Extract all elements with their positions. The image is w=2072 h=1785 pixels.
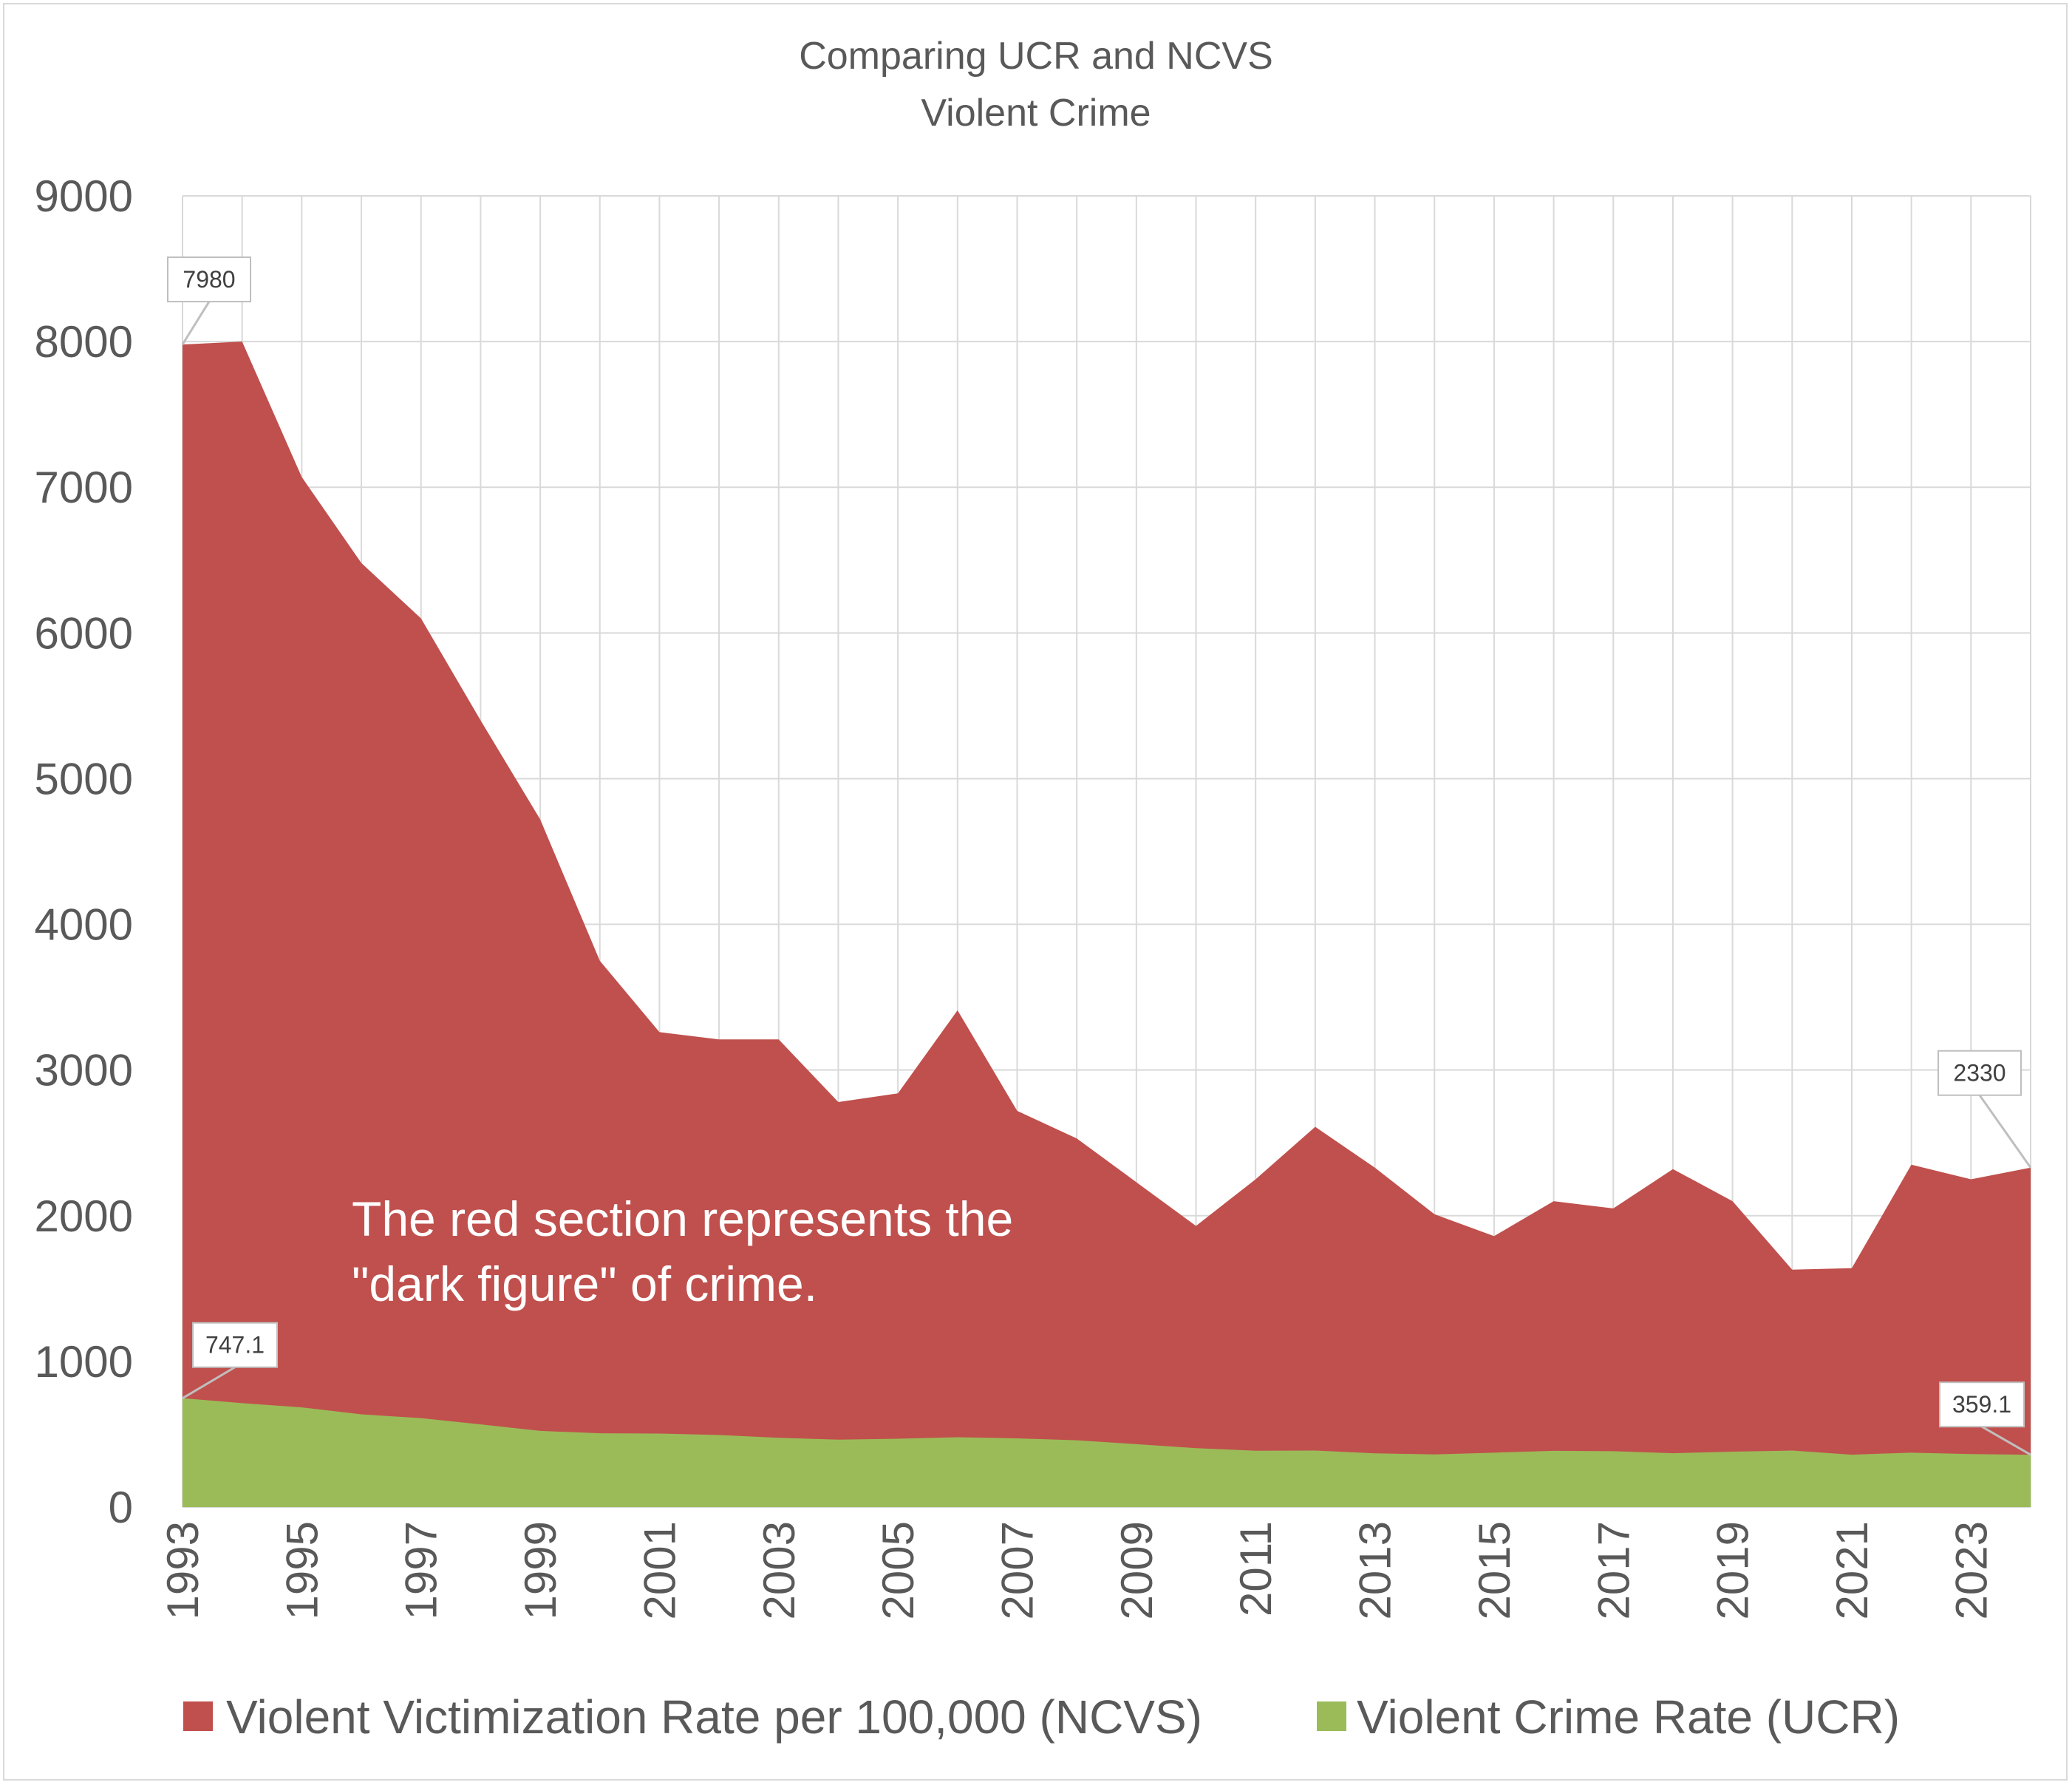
x-tick-label: 1997 <box>397 1521 446 1619</box>
data-callout: 359.1 <box>1939 1381 2031 1456</box>
series-area-ucr <box>183 1398 2031 1507</box>
y-axis: 0 1000 2000 3000 4000 5000 6000 7000 8000 9000 <box>35 171 133 1532</box>
legend-label: Violent Victimization Rate per 100,000 (… <box>226 1690 1202 1744</box>
y-tick-label: 8000 <box>35 317 133 367</box>
y-tick-label: 6000 <box>35 608 133 658</box>
callout-leader <box>181 301 211 345</box>
data-callouts: 7980 2330 747.1 359.1 <box>167 256 2032 1456</box>
callout-label: 359.1 <box>1952 1391 2011 1418</box>
x-tick-label: 2019 <box>1708 1521 1758 1619</box>
x-tick-label: 2005 <box>873 1521 923 1619</box>
data-callout: 7980 <box>167 256 251 345</box>
y-tick-label: 7000 <box>35 463 133 512</box>
x-tick-label: 1995 <box>277 1521 327 1619</box>
x-tick-label: 1999 <box>516 1521 565 1619</box>
chart-title: Comparing UCR and NCVS Violent Crime <box>799 35 1273 135</box>
x-tick-label: 2003 <box>754 1521 804 1619</box>
x-tick-label: 2009 <box>1112 1521 1162 1619</box>
x-tick-label: 2007 <box>992 1521 1042 1619</box>
callout-leader <box>1981 1425 2031 1456</box>
callout-box <box>167 256 251 303</box>
y-tick-label: 5000 <box>35 754 133 803</box>
callout-box <box>1938 1050 2022 1096</box>
callout-leader <box>182 1366 236 1400</box>
chart-title-line-1: Comparing UCR and NCVS <box>799 35 1273 78</box>
y-tick-label: 0 <box>109 1483 133 1532</box>
chart-frame <box>3 3 2068 1781</box>
callout-box <box>192 1322 278 1368</box>
callout-leader <box>1978 1094 2032 1169</box>
x-tick-label: 2011 <box>1231 1521 1281 1616</box>
legend-swatch <box>1317 1701 1346 1731</box>
legend-label: Violent Crime Rate (UCR) <box>1357 1690 1900 1744</box>
series-area-ncvs <box>183 341 2031 1508</box>
legend-swatch <box>183 1701 213 1731</box>
y-tick-label: 1000 <box>35 1337 133 1387</box>
callout-label: 7980 <box>183 266 235 293</box>
y-tick-label: 9000 <box>35 171 133 221</box>
callout-label: 2330 <box>1953 1060 2005 1087</box>
x-tick-label: 2001 <box>635 1521 684 1619</box>
y-tick-label: 4000 <box>35 900 133 950</box>
chart-title-line-2: Violent Crime <box>921 92 1151 135</box>
x-tick-label: 2013 <box>1351 1521 1400 1619</box>
data-callout: 2330 <box>1938 1050 2032 1169</box>
annotation-line-2: "dark figure" of crime. <box>352 1257 817 1311</box>
callout-label: 747.1 <box>205 1332 265 1359</box>
x-axis: 1993 1995 1997 1999 2001 2003 2005 2007 2009 2011… <box>158 1521 1996 1619</box>
dark-figure-annotation: The red section represents the "dark fig… <box>352 1191 1013 1311</box>
y-tick-label: 2000 <box>35 1191 133 1241</box>
x-tick-label: 2015 <box>1470 1521 1519 1619</box>
x-tick-label: 2017 <box>1589 1521 1638 1619</box>
callout-box <box>1939 1381 2025 1428</box>
legend: Violent Victimization Rate per 100,000 (… <box>183 1690 1900 1744</box>
x-tick-label: 2023 <box>1946 1521 1996 1619</box>
annotation-line-1: The red section represents the <box>352 1191 1013 1246</box>
plot-areas <box>183 341 2031 1508</box>
y-tick-label: 3000 <box>35 1046 133 1095</box>
x-tick-label: 1993 <box>158 1521 208 1619</box>
data-callout: 747.1 <box>182 1322 278 1400</box>
x-tick-label: 2021 <box>1827 1521 1877 1619</box>
